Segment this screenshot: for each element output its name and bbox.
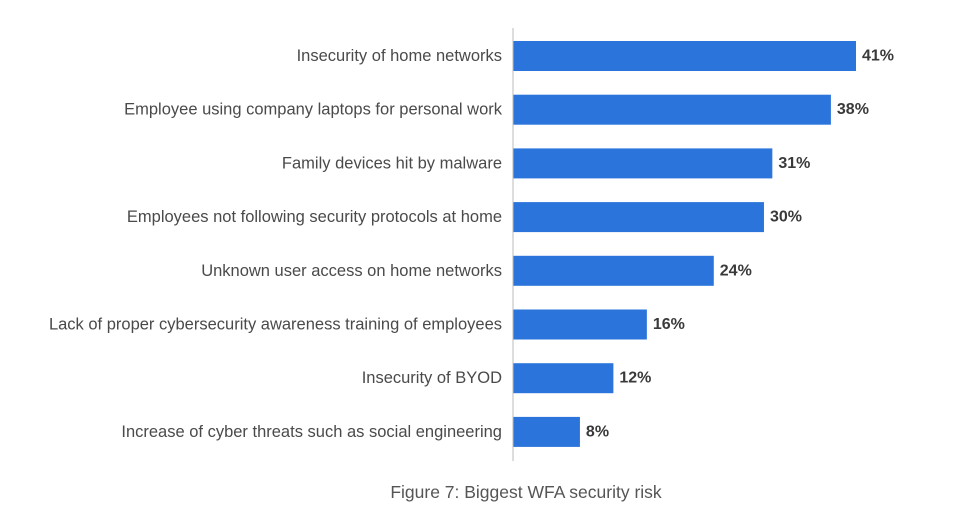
bar [513, 202, 764, 233]
bar [513, 41, 856, 71]
bar [513, 148, 773, 179]
value-label: 16% [653, 316, 685, 333]
bar-chart: Insecurity of home networks Employee usin… [49, 28, 894, 461]
value-labels-layer: 41% 38% 31% 30% 24% 16% 12% 8% [586, 48, 894, 441]
value-label: 12% [619, 370, 651, 387]
category-label: Employees not following security protoco… [127, 208, 502, 226]
bar [513, 309, 647, 340]
value-label: 24% [720, 262, 752, 279]
value-label: 41% [862, 48, 894, 65]
category-label: Insecurity of home networks [297, 47, 502, 65]
value-label: 38% [837, 101, 869, 118]
category-labels-layer: Insecurity of home networks Employee usin… [49, 47, 503, 441]
category-label: Lack of proper cybersecurity awareness t… [49, 316, 502, 334]
bars-layer [513, 41, 856, 447]
bar [513, 255, 714, 286]
category-label: Family devices hit by malware [282, 154, 502, 172]
figure-caption: Figure 7: Biggest WFA security risk [390, 482, 662, 502]
value-label: 30% [770, 209, 802, 226]
category-label: Employee using company laptops for perso… [124, 101, 503, 119]
bar [513, 416, 580, 447]
value-label: 31% [778, 155, 810, 172]
bar [513, 94, 831, 125]
category-label: Unknown user access on home networks [201, 262, 502, 280]
category-label: Insecurity of BYOD [362, 369, 502, 387]
value-label: 8% [586, 423, 609, 440]
category-label: Increase of cyber threats such as social… [121, 423, 502, 441]
bar [513, 363, 614, 394]
